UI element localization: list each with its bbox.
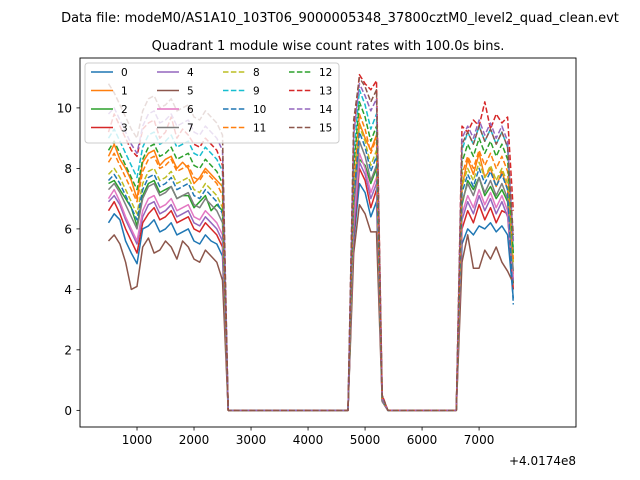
y-tick-label: 10 [57, 101, 72, 115]
legend-label: 11 [253, 123, 266, 135]
series-line-4 [107, 161, 515, 412]
x-tick-label: 5000 [350, 433, 381, 447]
legend-label: 3 [121, 123, 128, 135]
x-tick-label: 6000 [407, 433, 438, 447]
legend-label: 10 [253, 104, 266, 116]
chart-title: Quadrant 1 module wise count rates with … [152, 39, 505, 54]
series-line-0 [107, 182, 515, 412]
legend-label: 0 [121, 67, 128, 79]
series-line-5 [107, 203, 514, 412]
legend-label: 8 [253, 67, 260, 79]
y-tick-label: 2 [64, 343, 72, 357]
legend-label: 5 [187, 86, 194, 98]
series-line-1 [107, 122, 515, 412]
y-tick-label: 4 [64, 283, 72, 297]
legend-label: 1 [121, 86, 128, 98]
series-line-2 [108, 158, 515, 412]
legend-label: 6 [187, 104, 194, 116]
y-tick-label: 8 [64, 162, 72, 176]
x-axis-offset-label: +4.0174e8 [509, 454, 576, 468]
legend-label: 15 [319, 123, 332, 135]
x-tick-label: 7000 [464, 433, 495, 447]
series-line-8 [107, 125, 515, 412]
x-tick-label: 4000 [293, 433, 324, 447]
x-tick-label: 2000 [179, 433, 210, 447]
legend-label: 14 [319, 104, 333, 116]
x-tick-label: 1000 [122, 433, 153, 447]
series-line-12 [107, 101, 515, 412]
legend-label: 4 [187, 67, 194, 79]
x-tick-label: 3000 [236, 433, 267, 447]
series-line-3 [107, 167, 515, 412]
legend-label: 12 [319, 67, 332, 79]
legend-label: 7 [187, 123, 194, 135]
figure-suptitle: Data file: modeM0/AS1A10_103T06_90000053… [61, 11, 619, 26]
x-axis: 1000 2000 3000 4000 5000 6000 7000 [122, 427, 495, 447]
series-line-6 [107, 152, 515, 412]
legend-label: 9 [253, 86, 260, 98]
series-line-7 [107, 140, 515, 412]
axes-frame [79, 57, 577, 428]
y-axis: 0 2 4 6 8 10 [57, 101, 80, 418]
y-tick-label: 6 [64, 222, 72, 236]
series-line-11 [107, 113, 515, 412]
legend-label: 13 [319, 86, 332, 98]
y-tick-label: 0 [64, 404, 72, 418]
legend-box [84, 62, 340, 144]
legend-label: 2 [121, 104, 128, 116]
